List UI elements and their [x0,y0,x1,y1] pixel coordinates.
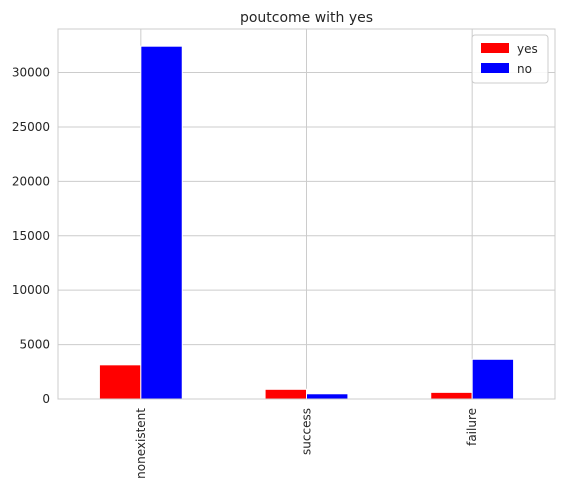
x-tick-label: success [300,408,314,455]
legend-swatch-yes [481,43,509,53]
y-tick-label: 20000 [12,174,50,188]
bar-yes-failure [430,391,473,400]
chart-title: poutcome with yes [240,10,373,26]
plot-frame [57,28,556,400]
y-tick-label: 10000 [12,283,50,297]
y-axis-ticks: 0 5000 10000 15000 20000 25000 30000 [12,66,50,406]
x-tick-label: nonexistent [134,408,148,479]
y-tick-label: 15000 [12,229,50,243]
y-tick-label: 25000 [12,120,50,134]
bar-yes-nonexistent [98,364,142,400]
y-tick-label: 0 [42,392,50,406]
legend-swatch-no [481,63,509,73]
legend: yes no [471,34,549,84]
bar-no-failure [471,358,515,400]
bar-no-nonexistent [140,45,183,400]
bars [98,45,515,400]
y-tick-label: 30000 [12,66,50,80]
bar-no-success [306,393,349,400]
x-axis-ticks: nonexistent success failure [134,408,479,479]
legend-label-yes: yes [517,42,538,56]
x-tick-label: failure [465,408,479,446]
y-tick-label: 5000 [19,338,50,352]
legend-label-no: no [517,62,532,76]
bar-yes-success [264,388,308,400]
